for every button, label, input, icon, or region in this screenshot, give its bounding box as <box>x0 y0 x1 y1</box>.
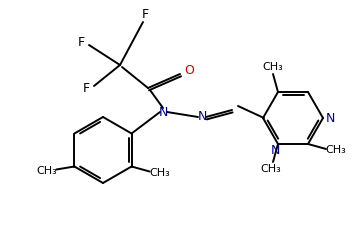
Text: CH₃: CH₃ <box>263 62 283 72</box>
Text: O: O <box>184 65 194 77</box>
Text: F: F <box>82 83 89 95</box>
Text: CH₃: CH₃ <box>36 166 57 176</box>
Text: F: F <box>142 9 149 22</box>
Text: N: N <box>158 106 168 119</box>
Text: N: N <box>325 112 335 124</box>
Text: N: N <box>197 110 207 124</box>
Text: CH₃: CH₃ <box>149 167 170 178</box>
Text: N: N <box>270 144 280 158</box>
Text: CH₃: CH₃ <box>326 145 346 155</box>
Text: F: F <box>77 36 84 49</box>
Text: CH₃: CH₃ <box>260 164 281 174</box>
